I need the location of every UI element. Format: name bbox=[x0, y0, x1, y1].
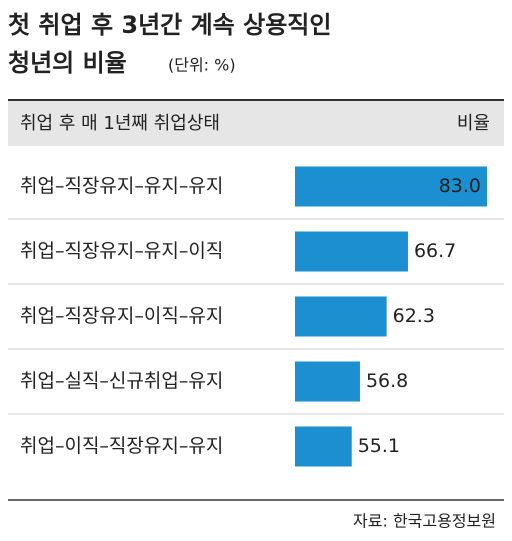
category-label: 취업–직장유지–이직–유지 bbox=[20, 305, 223, 327]
chart-title: 첫 취업 후 3년간 계속 상용직인 bbox=[8, 11, 331, 39]
bar bbox=[295, 296, 387, 337]
value-label: 56.8 bbox=[366, 370, 408, 392]
header-label: 취업 후 매 1년째 취업상태 bbox=[20, 113, 220, 134]
category-label: 취업–직장유지–유지–유지 bbox=[20, 175, 223, 197]
category-label: 취업–이직–직장유지–유지 bbox=[20, 435, 223, 457]
source: 자료: 한국고용정보원 bbox=[353, 512, 496, 531]
category-label: 취업–직장유지–유지–이직 bbox=[20, 240, 223, 262]
bar bbox=[295, 166, 487, 207]
unit-label: (단위: %) bbox=[168, 56, 236, 75]
bar bbox=[295, 361, 360, 402]
header-background bbox=[8, 100, 504, 146]
header-label: 비율 bbox=[457, 113, 490, 134]
chart-title: 청년의 비율 bbox=[8, 49, 127, 77]
value-label: 55.1 bbox=[358, 435, 400, 457]
category-label: 취업–실직–신규취업–유지 bbox=[20, 370, 223, 392]
value-label: 66.7 bbox=[414, 240, 456, 262]
value-label: 83.0 bbox=[439, 175, 481, 197]
value-label: 62.3 bbox=[393, 305, 435, 327]
bar bbox=[295, 426, 352, 467]
bar bbox=[295, 231, 408, 272]
